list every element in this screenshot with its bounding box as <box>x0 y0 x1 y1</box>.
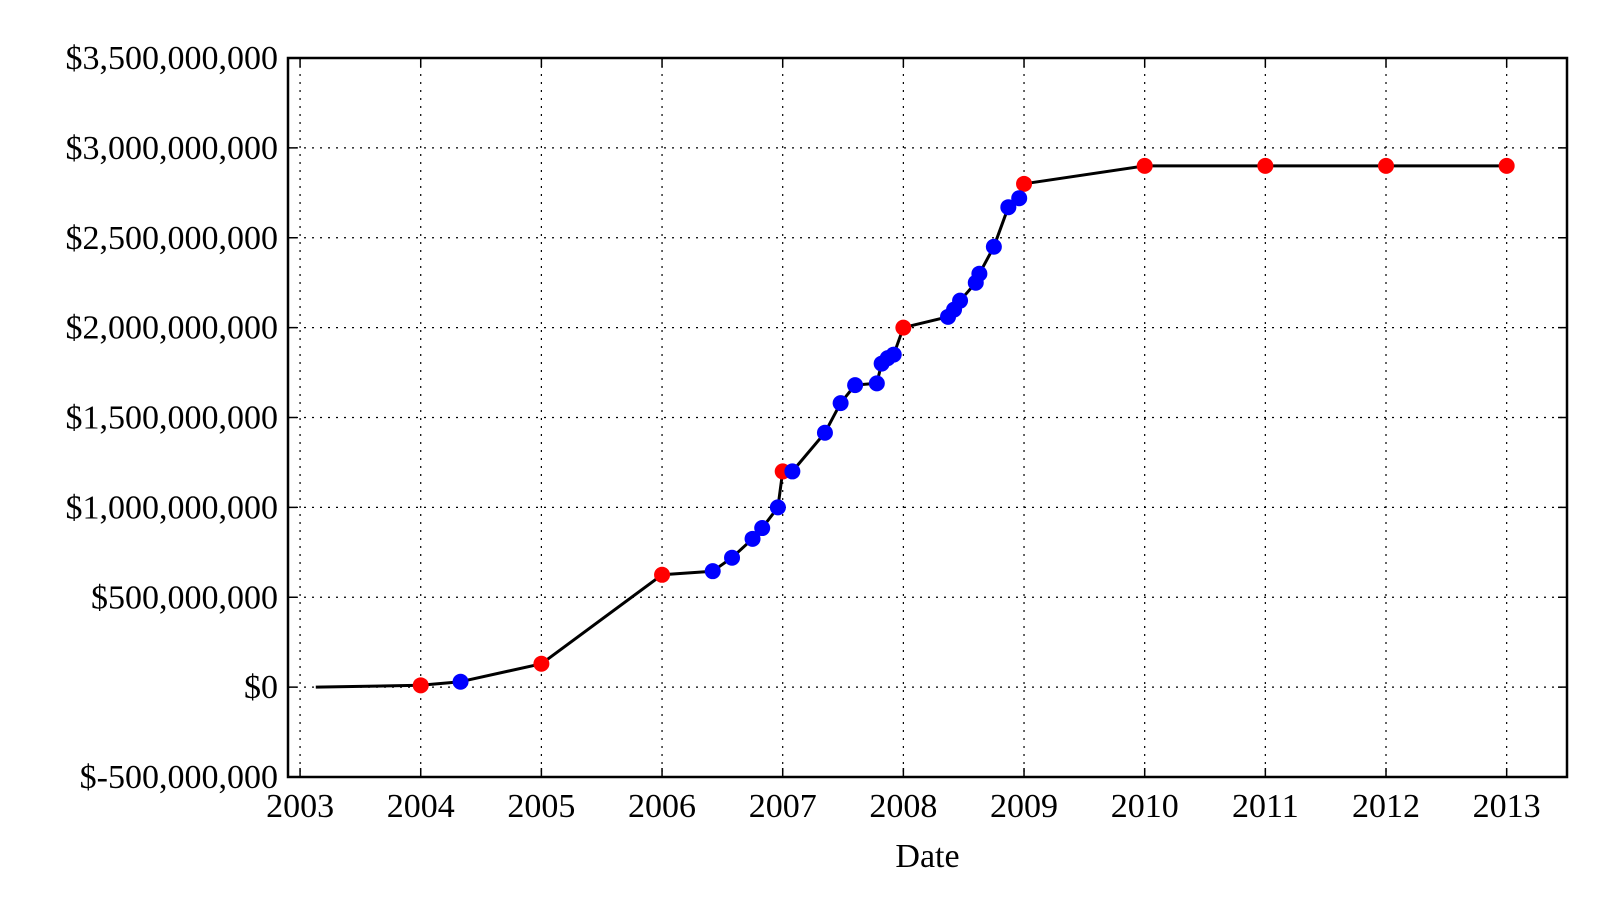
blue-data-point <box>744 530 761 547</box>
plot-frame <box>286 56 1569 779</box>
x-tick-label: 2012 <box>1352 788 1420 825</box>
blue-data-point <box>885 346 902 363</box>
red-data-point <box>1498 157 1515 174</box>
red-data-point <box>1136 157 1153 174</box>
series-line <box>315 164 1507 689</box>
blue-data-point <box>704 563 721 580</box>
x-tick-label: 2011 <box>1232 788 1299 825</box>
x-tick-label: 2008 <box>869 788 937 825</box>
blue-data-point <box>816 424 833 441</box>
x-tick-label: 2005 <box>507 788 575 825</box>
x-tick-label: 2004 <box>387 788 455 825</box>
red-data-point <box>1378 157 1395 174</box>
x-axis: 2003 2004 2005 2006 2007 2008 2009 2010 2011 2012… <box>266 58 1541 825</box>
blue-data-point <box>724 549 741 566</box>
x-axis-label: Date <box>895 838 959 875</box>
red-data-point <box>1257 157 1274 174</box>
y-tick-label: $2,500,000,000 <box>66 220 279 257</box>
plot-series <box>315 157 1515 694</box>
blue-data-point <box>971 265 988 282</box>
blue-data-point <box>452 673 469 690</box>
red-data-point <box>533 655 550 672</box>
x-tick-label: 2010 <box>1111 788 1179 825</box>
blue-data-point <box>754 520 771 537</box>
y-tick-label: $2,000,000,000 <box>66 310 279 347</box>
y-tick-label: $1,000,000,000 <box>66 489 279 526</box>
y-tick-label: $-500,000,000 <box>80 759 278 796</box>
x-tick-label: 2013 <box>1473 788 1541 825</box>
x-tick-label: 2006 <box>628 788 696 825</box>
y-tick-label: $3,500,000,000 <box>66 40 279 77</box>
y-tick-label: $0 <box>244 669 278 706</box>
y-tick-label: $3,000,000,000 <box>66 130 279 167</box>
blue-data-point <box>868 375 885 392</box>
blue-data-point <box>847 377 864 394</box>
blue-data-point <box>1000 199 1017 216</box>
blue-data-point <box>1011 190 1028 207</box>
red-data-point <box>412 677 429 694</box>
blue-data-point <box>832 395 849 412</box>
y-axis: $-500,000,000 $0 $500,000,000 $1,000,000,00… <box>66 40 1567 796</box>
blue-data-point <box>784 463 801 480</box>
red-data-point <box>1016 175 1033 192</box>
red-data-point <box>895 319 912 336</box>
blue-data-point <box>985 238 1002 255</box>
blue-data-point <box>769 499 786 516</box>
y-tick-label: $1,500,000,000 <box>66 400 279 437</box>
x-tick-label: 2007 <box>749 788 817 825</box>
blue-data-point <box>952 292 969 309</box>
y-tick-label: $500,000,000 <box>91 579 278 616</box>
x-tick-label: 2009 <box>990 788 1058 825</box>
x-tick-label: 2003 <box>266 788 334 825</box>
red-data-point <box>654 566 671 583</box>
